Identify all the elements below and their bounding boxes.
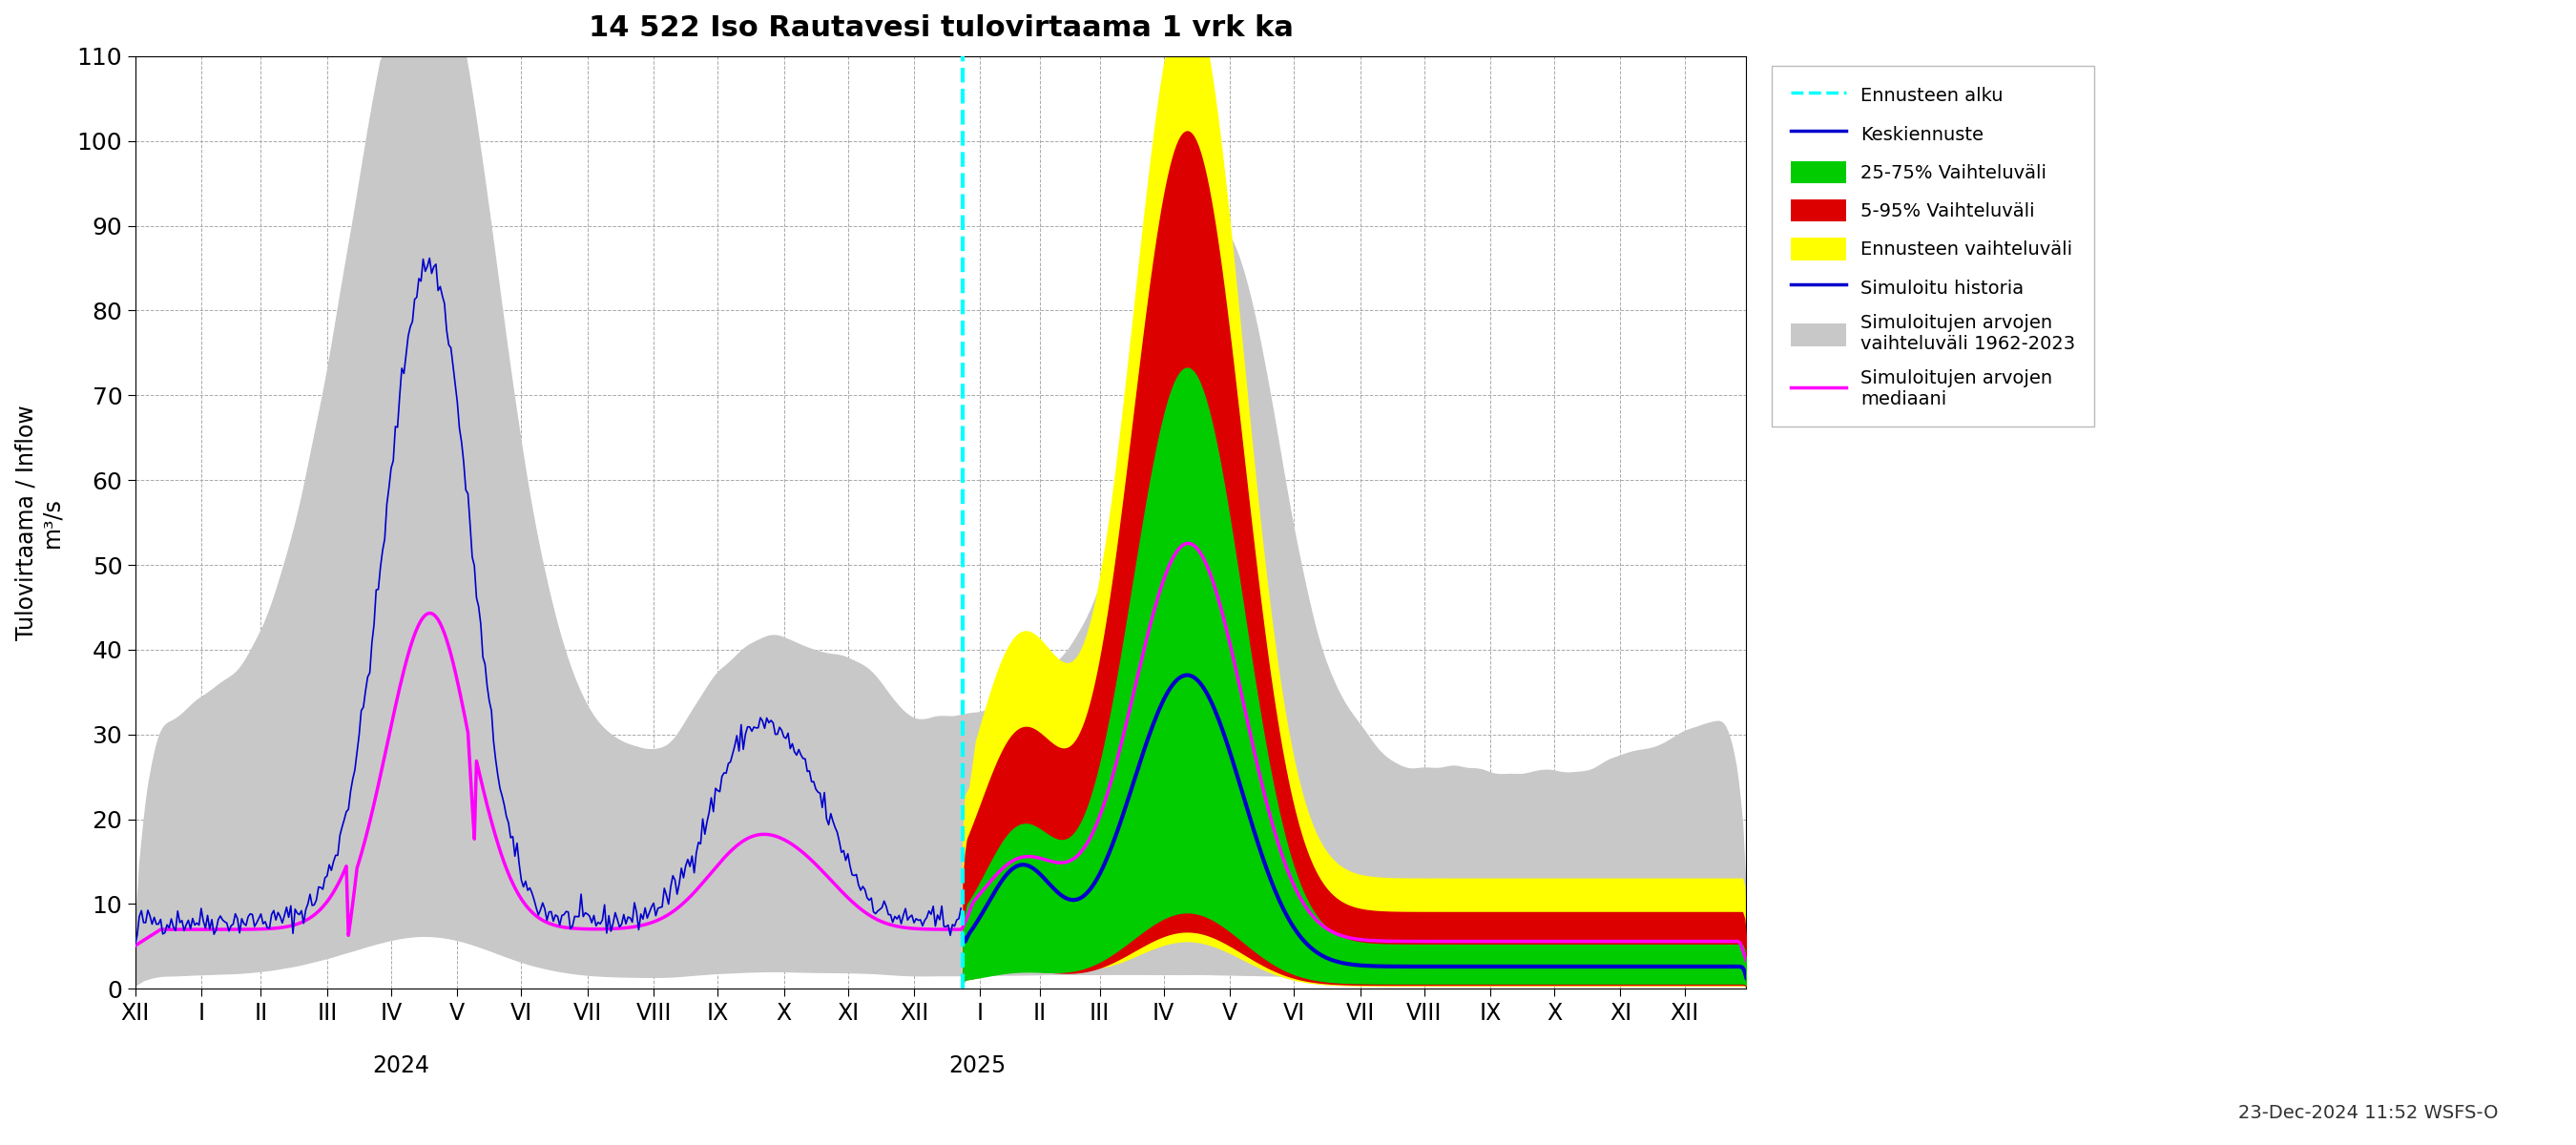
Text: 23-Dec-2024 11:52 WSFS-O: 23-Dec-2024 11:52 WSFS-O xyxy=(2239,1104,2499,1122)
Text: 2024: 2024 xyxy=(374,1055,430,1077)
Title: 14 522 Iso Rautavesi tulovirtaama 1 vrk ka: 14 522 Iso Rautavesi tulovirtaama 1 vrk … xyxy=(587,14,1293,42)
Legend: Ennusteen alku, Keskiennuste, 25-75% Vaihteluväli, 5-95% Vaihteluväli, Ennusteen: Ennusteen alku, Keskiennuste, 25-75% Vai… xyxy=(1772,65,2094,427)
Text: 2025: 2025 xyxy=(948,1055,1007,1077)
Y-axis label: Tulovirtaama / Inflow
m³/s: Tulovirtaama / Inflow m³/s xyxy=(15,405,64,640)
